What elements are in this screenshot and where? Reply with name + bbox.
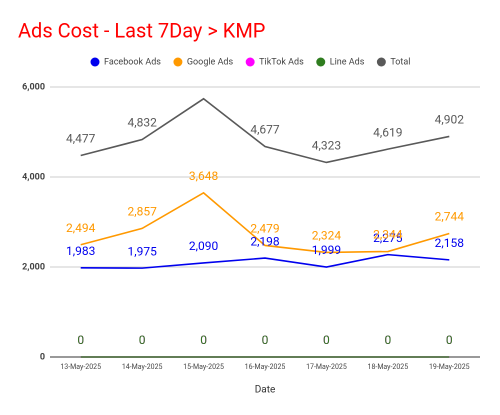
data-label: 2,857	[127, 205, 157, 219]
legend-marker	[90, 57, 100, 67]
data-label: 1,975	[127, 244, 157, 258]
y-tick-label: 6,000	[22, 82, 45, 92]
data-label: 1,983	[66, 244, 95, 258]
data-label: 3,648	[189, 169, 219, 183]
data-label: 2,324	[312, 229, 342, 243]
data-label: 0	[200, 333, 207, 347]
data-label: 2,479	[250, 222, 279, 236]
data-label: 2,275	[373, 231, 403, 245]
data-label: 1,999	[312, 243, 341, 257]
x-axis-label: Date	[255, 385, 276, 396]
legend-label: Google Ads	[187, 57, 234, 67]
data-label: 0	[139, 333, 146, 347]
series-line	[80, 191, 450, 254]
x-tick-label: 14-May-2025	[122, 363, 163, 371]
legend-marker	[245, 57, 255, 67]
series-line	[80, 253, 450, 269]
series-line	[80, 97, 450, 164]
data-label: 2,090	[189, 239, 219, 253]
x-tick-label: 16-May-2025	[245, 363, 286, 371]
data-label: 4,832	[127, 116, 157, 130]
data-label: 4,619	[373, 125, 402, 139]
y-tick-label: 2,000	[22, 262, 45, 272]
data-label: 0	[384, 333, 391, 347]
data-label: 4,677	[250, 123, 280, 137]
data-label: 0	[446, 333, 453, 347]
legend-marker	[376, 57, 386, 67]
x-tick-label: 19-May-2025	[429, 363, 470, 371]
y-tick-label: 0	[40, 352, 45, 362]
data-label: 0	[323, 333, 330, 347]
data-label: 2,494	[66, 221, 96, 235]
x-tick-label: 17-May-2025	[306, 363, 347, 371]
data-label: 4,323	[312, 139, 341, 153]
y-tick-label: 4,000	[22, 172, 45, 182]
data-label: 0	[446, 333, 453, 347]
data-label: 2,344	[373, 228, 403, 242]
data-label: 0	[200, 333, 207, 347]
data-label: 2,744	[435, 210, 465, 224]
legend-marker	[173, 57, 183, 67]
data-label: 0	[77, 333, 84, 347]
x-tick-label: 18-May-2025	[368, 363, 409, 371]
data-label: 2,158	[435, 236, 465, 250]
chart-title: Ads Cost - Last 7Day > KMP	[18, 18, 265, 42]
data-label: 0	[139, 333, 146, 347]
legend-label: TikTok Ads	[259, 57, 304, 67]
legend-label: Facebook Ads	[104, 57, 161, 67]
data-label: 0	[262, 333, 269, 347]
data-label: 0	[323, 333, 330, 347]
data-label: 2,198	[250, 234, 280, 248]
data-label: 0	[384, 333, 391, 347]
legend-label: Line Ads	[330, 57, 365, 67]
x-tick-label: 15-May-2025	[183, 363, 224, 371]
data-label: 4,902	[435, 113, 465, 127]
legend-label: Total	[390, 57, 410, 67]
data-label: 4,477	[66, 132, 96, 146]
data-label: 0	[262, 333, 269, 347]
legend-marker	[316, 57, 326, 67]
x-tick-label: 13-May-2025	[60, 363, 101, 371]
data-label: 0	[77, 333, 84, 347]
